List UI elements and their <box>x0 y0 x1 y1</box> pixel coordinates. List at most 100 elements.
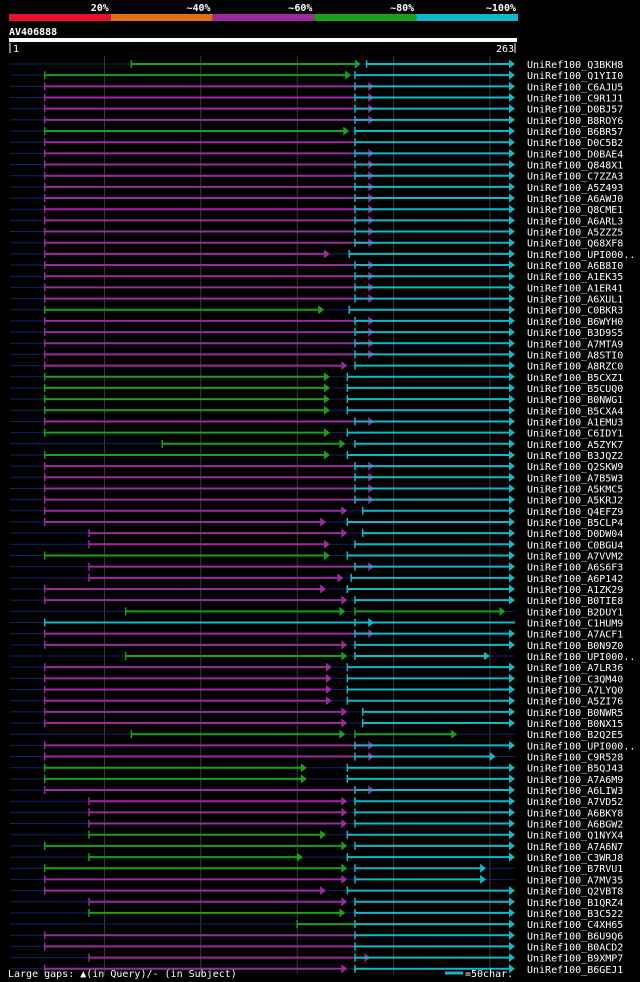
hit-row[interactable]: UniRef100_A6P142 <box>10 573 623 585</box>
hit-label[interactable]: UniRef100_A7ACF1 <box>527 630 623 641</box>
hit-row[interactable]: UniRef100_A6B8I0 <box>10 260 623 273</box>
hit-row[interactable]: UniRef100_A7VVM2 <box>10 550 623 563</box>
hit-row[interactable]: UniRef100_A5KMC5 <box>10 483 623 496</box>
hit-label[interactable]: UniRef100_A5Z493 <box>527 183 623 194</box>
hit-label[interactable]: UniRef100_A5ZI76 <box>527 697 623 708</box>
hit-label[interactable]: UniRef100_A5KRJ2 <box>527 496 623 507</box>
hit-label[interactable]: UniRef100_B9XMP7 <box>527 954 623 965</box>
hit-row[interactable]: UniRef100_D0BAE4 <box>10 148 623 161</box>
hit-row[interactable]: UniRef100_C6AJU5 <box>10 81 623 94</box>
hit-row[interactable]: UniRef100_B6WYH0 <box>10 316 623 328</box>
hit-row[interactable]: UniRef100_B5QJ43 <box>10 763 623 775</box>
hit-label[interactable]: UniRef100_B0NX15 <box>527 719 623 730</box>
hit-row[interactable]: UniRef100_B3C522 <box>10 908 623 920</box>
hit-row[interactable]: UniRef100_B5CXA4 <box>10 405 623 418</box>
hit-row[interactable]: UniRef100_C6IDY1 <box>10 428 623 440</box>
hit-row[interactable]: UniRef100_B2DUY1 <box>10 606 623 619</box>
hit-label[interactable]: UniRef100_A7MV35 <box>527 875 623 886</box>
hit-row[interactable]: UniRef100_B6U9Q6 <box>10 930 623 943</box>
hit-row[interactable]: UniRef100_B3JQZ2 <box>10 450 623 462</box>
hit-row[interactable]: UniRef100_B0TIE8 <box>10 595 623 608</box>
hit-label[interactable]: UniRef100_D0BAE4 <box>527 149 623 160</box>
hit-row[interactable]: UniRef100_B0NWG1 <box>10 394 623 407</box>
hit-row[interactable]: UniRef100_Q8CME1 <box>10 204 623 217</box>
hit-label[interactable]: UniRef100_A6B8I0 <box>527 261 623 272</box>
hit-label[interactable]: UniRef100_B6U9Q6 <box>527 931 623 942</box>
hit-label[interactable]: UniRef100_C6AJU5 <box>527 82 623 93</box>
hit-label[interactable]: UniRef100_A7A6M9 <box>527 775 623 786</box>
hit-row[interactable]: UniRef100_A1EK35 <box>10 271 623 284</box>
hit-row[interactable]: UniRef100_A5ZZZ5 <box>10 227 623 239</box>
hit-row[interactable]: UniRef100_A6BKY8 <box>10 807 623 820</box>
hit-row[interactable]: UniRef100_A7A6N7 <box>10 841 623 853</box>
hit-label[interactable]: UniRef100_B0NWG1 <box>527 395 623 406</box>
hit-label[interactable]: UniRef100_B8ROY6 <box>527 116 623 127</box>
hit-row[interactable]: UniRef100_B0NWR5 <box>10 707 623 719</box>
hit-label[interactable]: UniRef100_Q4EFZ9 <box>527 507 623 518</box>
hit-row[interactable]: UniRef100_D0BJ57 <box>10 104 623 116</box>
hit-label[interactable]: UniRef100_B2Q2E5 <box>527 730 623 741</box>
hit-row[interactable]: UniRef100_B9XMP7 <box>10 953 623 965</box>
hit-label[interactable]: UniRef100_A5ZZZ5 <box>527 228 623 239</box>
hit-label[interactable]: UniRef100_A1ER41 <box>527 283 623 294</box>
hit-label[interactable]: UniRef100_B5CXA4 <box>527 406 623 417</box>
hit-row[interactable]: UniRef100_A6BGW2 <box>10 819 623 831</box>
hit-row[interactable]: UniRef100_Q68XF8 <box>10 238 623 250</box>
hit-row[interactable]: UniRef100_A7MV35 <box>10 874 623 887</box>
hit-row[interactable]: UniRef100_C0BKR3 <box>10 305 623 317</box>
hit-label[interactable]: UniRef100_B3C522 <box>527 909 623 920</box>
hit-row[interactable]: UniRef100_A7VD52 <box>10 796 623 809</box>
hit-row[interactable]: UniRef100_A7B5W3 <box>10 472 623 485</box>
hit-row[interactable]: UniRef100_Q3BKH8 <box>10 59 623 72</box>
hit-row[interactable]: UniRef100_B0ACD2 <box>10 941 623 954</box>
hit-label[interactable]: UniRef100_B6GEJ1 <box>527 965 623 976</box>
hit-label[interactable]: UniRef100_Q1YII0 <box>527 71 623 82</box>
hit-row[interactable]: UniRef100_B0N9Z0 <box>10 640 623 652</box>
hit-row[interactable]: UniRef100_C3WRJ8 <box>10 852 623 865</box>
hit-label[interactable]: UniRef100_C0BGU4 <box>527 540 623 551</box>
hit-row[interactable]: UniRef100_A8RZC0 <box>10 361 623 373</box>
hit-row[interactable]: UniRef100_A6AWJ0 <box>10 193 623 206</box>
hit-row[interactable]: UniRef100_C0BGU4 <box>10 539 623 552</box>
hit-row[interactable]: UniRef100_A7A6M9 <box>10 774 623 786</box>
hit-row[interactable]: UniRef100_C9R1J1 <box>10 93 623 105</box>
hit-label[interactable]: UniRef100_A6P142 <box>527 574 623 585</box>
hit-label[interactable]: UniRef100_C3QM40 <box>527 674 623 685</box>
hit-row[interactable]: UniRef100_Q2SKW9 <box>10 461 623 474</box>
hit-row[interactable]: UniRef100_A7MTA9 <box>10 338 623 351</box>
hit-label[interactable]: UniRef100_C9R1J1 <box>527 94 623 105</box>
hit-row[interactable]: UniRef100_A1ZK29 <box>10 584 623 596</box>
hit-label[interactable]: UniRef100_B3JQZ2 <box>527 451 623 462</box>
hit-row[interactable]: UniRef100_A6ARL3 <box>10 215 623 228</box>
hit-label[interactable]: UniRef100_D0DW04 <box>527 529 623 540</box>
hit-row[interactable]: UniRef100_A5Z493 <box>10 182 623 194</box>
hit-row[interactable]: UniRef100_B6BR57 <box>10 126 623 139</box>
hit-row[interactable]: UniRef100_Q2VBT8 <box>10 886 623 898</box>
hit-label[interactable]: UniRef100_C6IDY1 <box>527 429 623 440</box>
hit-row[interactable]: UniRef100_Q4EFZ9 <box>10 506 623 518</box>
hit-row[interactable]: UniRef100_D0C5B2 <box>10 137 623 150</box>
hit-label[interactable]: UniRef100_B6BR57 <box>527 127 623 138</box>
hit-label[interactable]: UniRef100_Q2VBT8 <box>527 887 623 898</box>
hit-row[interactable]: UniRef100_A5ZI76 <box>10 696 623 708</box>
hit-row[interactable]: UniRef100_C7ZZA3 <box>10 171 623 183</box>
hit-row[interactable]: UniRef100_C3QM40 <box>10 673 623 686</box>
hit-row[interactable]: UniRef100_B7RVU1 <box>10 863 623 876</box>
hit-label[interactable]: UniRef100_B5CUQ0 <box>527 384 623 395</box>
hit-label[interactable]: UniRef100_A7LR36 <box>527 663 623 674</box>
hit-label[interactable]: UniRef100_A6BKY8 <box>527 808 623 819</box>
hit-row[interactable]: UniRef100_Q848X1 <box>10 160 623 172</box>
hit-label[interactable]: UniRef100_B3D9S5 <box>527 328 623 339</box>
hit-row[interactable]: UniRef100_B5CLP4 <box>10 517 623 529</box>
hit-label[interactable]: UniRef100_A7B5W3 <box>527 473 623 484</box>
hit-label[interactable]: UniRef100_C0BKR3 <box>527 306 623 317</box>
hit-row[interactable]: UniRef100_B5CXZ1 <box>10 372 623 384</box>
hit-row[interactable]: UniRef100_A5ZYK7 <box>10 439 623 451</box>
hit-row[interactable]: UniRef100_B1QRZ4 <box>10 897 623 909</box>
hit-row[interactable]: UniRef100_A7LR36 <box>10 662 623 675</box>
hit-label[interactable]: UniRef100_Q8CME1 <box>527 205 623 216</box>
hit-row[interactable]: UniRef100_UPI000.. <box>10 249 635 261</box>
hit-label[interactable]: UniRef100_D0BJ57 <box>527 105 623 116</box>
hit-label[interactable]: UniRef100_UPI000.. <box>527 250 635 261</box>
hit-label[interactable]: UniRef100_UPI000.. <box>527 741 635 752</box>
